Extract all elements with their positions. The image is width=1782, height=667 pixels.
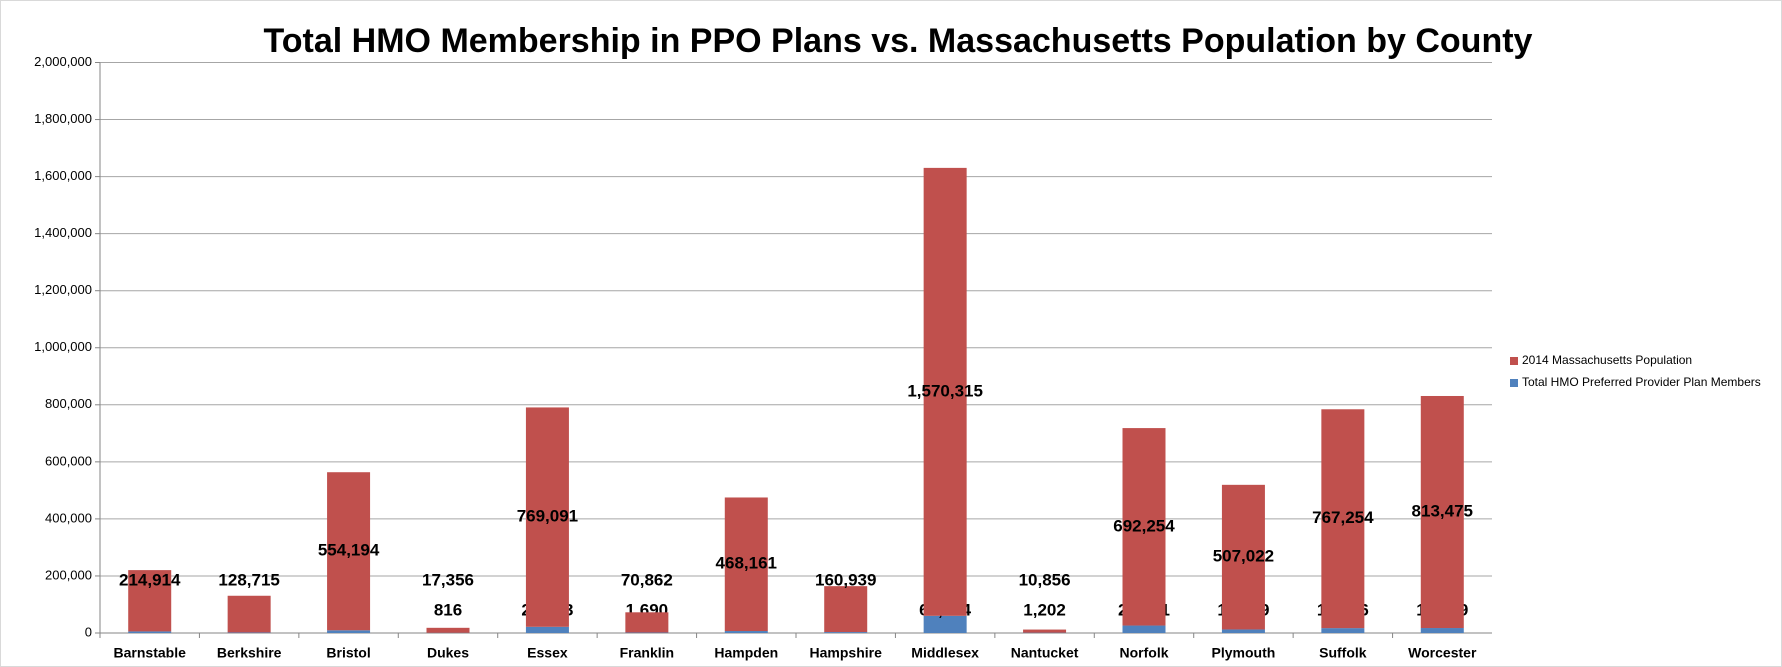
- y-tick-label: 1,200,000: [34, 282, 92, 297]
- x-tick-label: Norfolk: [1120, 645, 1169, 661]
- bar-segment: [724, 497, 768, 632]
- legend-label: Total HMO Preferred Provider Plan Member…: [1522, 375, 1761, 389]
- bar-segment: [227, 595, 271, 633]
- data-label: 10,856: [1019, 570, 1071, 589]
- legend-swatch: [1510, 379, 1518, 387]
- data-label: 554,194: [318, 541, 380, 560]
- y-tick-label: 2,000,000: [34, 54, 92, 69]
- bar-segment: [1420, 628, 1464, 633]
- data-label: 214,914: [119, 570, 181, 589]
- bar-segment: [1023, 629, 1067, 633]
- y-tick-label: 800,000: [45, 396, 92, 411]
- y-tick-label: 1,600,000: [34, 168, 92, 183]
- bar-segment: [227, 632, 271, 633]
- bar-segment: [923, 167, 967, 616]
- legend-label: 2014 Massachusetts Population: [1522, 353, 1692, 367]
- data-label: 813,475: [1412, 501, 1473, 520]
- y-tick-label: 200,000: [45, 567, 92, 582]
- bar-segment: [1221, 629, 1265, 633]
- bar-segment: [1122, 625, 1166, 633]
- bar-segment: [1122, 428, 1166, 626]
- bar-segment: [1221, 484, 1265, 630]
- bar-segment: [327, 630, 371, 633]
- x-tick-label: Dukes: [427, 645, 469, 661]
- data-label: 767,254: [1312, 508, 1374, 527]
- x-tick-label: Hampden: [714, 645, 778, 661]
- bar-segment: [625, 612, 669, 633]
- chart-title: Total HMO Membership in PPO Plans vs. Ma…: [264, 22, 1533, 60]
- x-tick-label: Berkshire: [217, 645, 282, 661]
- bar-segment: [824, 586, 868, 633]
- legend-swatch: [1510, 357, 1518, 365]
- bar-segment: [724, 631, 768, 633]
- x-tick-label: Franklin: [620, 645, 674, 661]
- y-tick-label: 1,800,000: [34, 111, 92, 126]
- bar-segment: [525, 407, 569, 627]
- x-tick-label: Middlesex: [911, 645, 979, 661]
- y-tick-label: 0: [85, 624, 92, 639]
- y-tick-label: 1,000,000: [34, 339, 92, 354]
- x-tick-label: Nantucket: [1011, 645, 1079, 661]
- bar-segment: [824, 632, 868, 633]
- data-label: 507,022: [1213, 547, 1274, 566]
- y-tick-label: 1,400,000: [34, 225, 92, 240]
- bar-segment: [426, 627, 470, 633]
- bar-segment: [128, 631, 172, 633]
- data-label: 468,161: [716, 554, 777, 573]
- x-tick-label: Plymouth: [1212, 645, 1276, 661]
- x-tick-label: Worcester: [1408, 645, 1477, 661]
- data-label: 1,202: [1023, 600, 1066, 619]
- bar-segment: [1321, 409, 1365, 629]
- data-label: 70,862: [621, 570, 673, 589]
- data-label: 1,570,315: [907, 381, 983, 400]
- bar-segment: [1420, 395, 1464, 629]
- data-label: 816: [434, 600, 462, 619]
- x-tick-label: Barnstable: [114, 645, 187, 661]
- data-label: 160,939: [815, 570, 876, 589]
- bar-segment: [128, 570, 172, 632]
- y-tick-label: 600,000: [45, 453, 92, 468]
- bar-segment: [525, 626, 569, 633]
- x-tick-label: Bristol: [326, 645, 370, 661]
- bar-segment: [327, 472, 371, 631]
- x-tick-label: Hampshire: [810, 645, 883, 661]
- x-tick-label: Suffolk: [1319, 645, 1367, 661]
- x-tick-label: Essex: [527, 645, 568, 661]
- bar-segment: [1321, 628, 1365, 633]
- data-label: 692,254: [1113, 516, 1175, 535]
- data-label: 17,356: [422, 570, 474, 589]
- data-label: 769,091: [517, 507, 578, 526]
- y-tick-label: 400,000: [45, 510, 92, 525]
- bar-segment: [923, 615, 967, 633]
- data-label: 128,715: [218, 570, 279, 589]
